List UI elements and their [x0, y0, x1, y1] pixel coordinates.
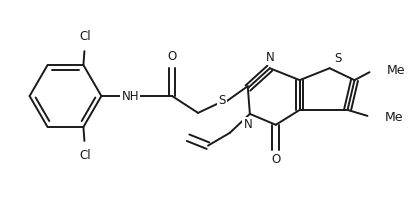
Text: NH: NH — [121, 89, 139, 103]
Text: N: N — [265, 51, 274, 64]
Text: Cl: Cl — [80, 149, 91, 162]
Text: Me: Me — [386, 64, 405, 77]
Text: S: S — [334, 52, 341, 65]
Text: Me: Me — [384, 111, 403, 124]
Text: O: O — [168, 50, 177, 63]
Text: N: N — [244, 118, 252, 131]
Text: Cl: Cl — [80, 30, 91, 43]
Text: O: O — [271, 153, 281, 166]
Text: S: S — [218, 94, 226, 108]
